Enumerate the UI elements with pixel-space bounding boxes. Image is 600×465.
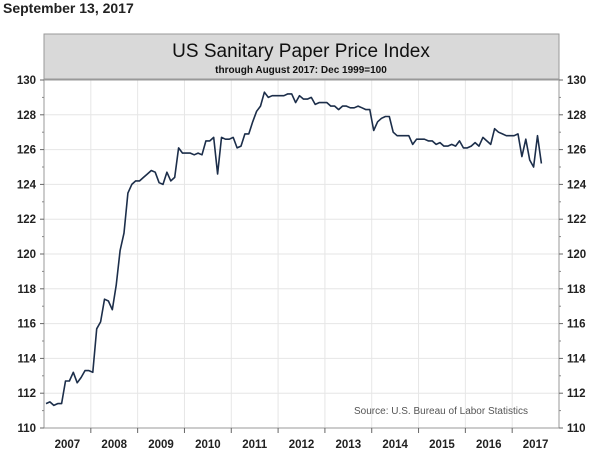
series-line — [45, 91, 543, 407]
y-tick-label-right: 118 — [567, 284, 586, 296]
y-tick-label-right: 130 — [567, 75, 586, 87]
x-axis: 2007 2008 2009 2010 2011 2012 2013 2014 2015 2016… — [55, 428, 549, 451]
y-tick-label-left: 128 — [17, 110, 37, 122]
x-tick-label: 2007 — [55, 439, 81, 451]
y-tick-label-right: 122 — [567, 214, 586, 226]
y-tick-label-left: 118 — [17, 284, 36, 296]
chart-title: US Sanitary Paper Price Index — [172, 41, 430, 62]
y-tick-label-left: 110 — [17, 423, 36, 435]
y-tick-label-left: 112 — [17, 388, 36, 400]
source-note: Source: U.S. Bureau of Labor Statistics — [354, 406, 528, 417]
y-tick-label-right: 126 — [567, 145, 586, 157]
x-tick-label: 2016 — [476, 439, 502, 451]
x-tick-label: 2014 — [382, 439, 408, 451]
y-tick-label-right: 110 — [567, 423, 586, 435]
y-tick-label-left: 130 — [17, 75, 36, 87]
title-band — [43, 33, 560, 80]
y-tick-label-left: 116 — [17, 319, 36, 331]
date-label: September 13, 2017 — [3, 0, 134, 16]
y-axis-right: 110 112 114 116 118 120 122 124 126 128 130 — [559, 75, 587, 435]
y-tick-label-left: 126 — [17, 145, 36, 157]
y-tick-label-right: 128 — [567, 110, 587, 122]
y-tick-label-right: 120 — [567, 249, 586, 261]
x-tick-label: 2008 — [101, 439, 127, 451]
x-tick-label: 2011 — [242, 439, 268, 451]
y-tick-label-right: 116 — [567, 319, 586, 331]
x-tick-label: 2013 — [336, 439, 362, 451]
chart-subtitle: through August 2017: Dec 1999=100 — [215, 65, 387, 76]
y-axis-left: 110 112 114 116 118 120 122 124 126 128 130 — [17, 75, 44, 435]
y-tick-label-right: 112 — [567, 388, 586, 400]
y-tick-label-right: 114 — [567, 353, 586, 365]
y-tick-label-left: 120 — [17, 249, 36, 261]
x-tick-label: 2009 — [148, 439, 174, 451]
y-tick-label-left: 122 — [17, 214, 36, 226]
x-tick-label: 2017 — [523, 439, 549, 451]
x-tick-label: 2010 — [195, 439, 221, 451]
gridlines — [44, 80, 559, 428]
x-tick-label: 2015 — [429, 439, 455, 451]
x-tick-label: 2012 — [289, 439, 315, 451]
y-tick-label-left: 124 — [17, 179, 37, 191]
y-tick-label-right: 124 — [567, 179, 587, 191]
y-tick-label-left: 114 — [17, 353, 36, 365]
